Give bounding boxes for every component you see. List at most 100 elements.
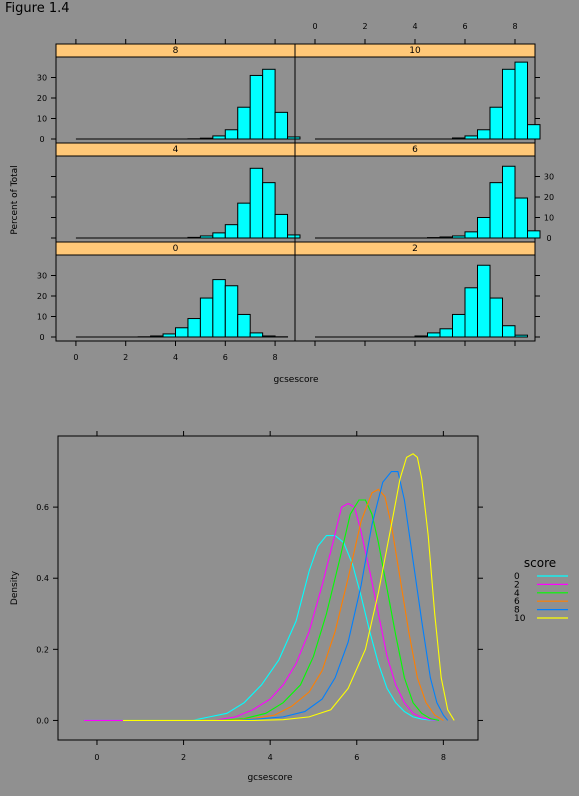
histogram-bar — [249, 332, 264, 338]
y-axis-tick-label: 30 — [544, 173, 554, 182]
legend-label: 2 — [514, 580, 520, 590]
panel-strip-label: 2 — [412, 244, 418, 254]
panel-strip-label: 4 — [173, 145, 179, 155]
histogram-bar — [502, 165, 516, 239]
density-curve-8 — [122, 471, 449, 721]
x-axis-tick-label: 2 — [181, 753, 186, 762]
panel-strip-label: 10 — [409, 46, 421, 56]
y-axis-tick-label: 20 — [37, 292, 47, 301]
histogram-bar — [237, 106, 251, 140]
y-axis-tick-label: 0.4 — [36, 574, 49, 583]
histogram-bar — [287, 234, 301, 239]
density-curve-2 — [83, 502, 440, 721]
histogram-bar — [249, 167, 264, 239]
histogram-bar — [489, 106, 503, 140]
histogram-bar — [414, 335, 428, 338]
histogram-bar — [287, 136, 301, 140]
y-axis-label: Density — [10, 570, 20, 605]
histogram-bar — [249, 74, 264, 140]
x-axis-tick-label: 4 — [412, 22, 417, 31]
histogram-bar — [199, 297, 214, 338]
y-axis-tick-label: 0.6 — [36, 503, 49, 512]
histogram-bar — [452, 313, 466, 338]
x-axis-tick-label: 6 — [223, 353, 228, 362]
y-axis-tick-label: 30 — [37, 272, 47, 281]
x-axis-tick-label: 6 — [354, 753, 359, 762]
histogram-bar — [224, 285, 239, 338]
histogram-bar — [262, 182, 276, 239]
x-axis-tick-label: 2 — [362, 22, 367, 31]
y-axis-tick-label: 30 — [37, 74, 47, 83]
panel-strip-label: 8 — [173, 46, 179, 56]
histogram-bar — [527, 124, 541, 140]
y-axis-tick-label: 0 — [546, 234, 551, 243]
histogram-bar — [477, 264, 491, 338]
legend-label: 4 — [514, 589, 520, 599]
x-axis-tick-label: 4 — [173, 353, 178, 362]
y-axis-tick-label: 10 — [544, 214, 554, 223]
x-axis-tick-label: 8 — [512, 22, 517, 31]
histogram-bar — [274, 213, 289, 239]
legend-label: 8 — [514, 606, 520, 616]
histogram-bar — [502, 68, 516, 140]
histogram-bar — [452, 137, 466, 140]
figure-title: Figure 1.4 — [5, 1, 70, 16]
y-axis-tick-label: 0.0 — [36, 716, 49, 725]
density-curve-6 — [122, 488, 444, 721]
histogram-bar — [237, 202, 251, 239]
histogram-bar — [527, 230, 541, 239]
histogram-bar — [477, 129, 491, 140]
y-axis-tick-label: 10 — [37, 313, 47, 322]
histogram-bar — [274, 111, 289, 140]
legend-label: 0 — [514, 572, 520, 582]
x-axis-tick-label: 8 — [273, 353, 278, 362]
y-axis-tick-label: 10 — [37, 115, 47, 124]
x-axis-tick-label: 0 — [312, 22, 317, 31]
histogram-bar — [212, 135, 226, 140]
histogram-bar — [502, 325, 516, 338]
histogram-bar — [439, 236, 453, 239]
histogram-bar — [224, 129, 239, 140]
histogram-bar — [489, 182, 503, 239]
histogram-bar — [187, 318, 201, 338]
legend-label: 10 — [514, 614, 526, 624]
x-axis-tick-label: 0 — [94, 753, 99, 762]
panel-strip-label: 0 — [173, 244, 179, 254]
density-curve-10 — [122, 453, 455, 721]
histogram-bar — [514, 197, 528, 239]
density-curve-0 — [83, 535, 440, 721]
legend-title: score — [524, 556, 556, 570]
y-axis-tick-label: 0 — [39, 135, 44, 144]
histogram-bar — [212, 279, 226, 338]
legend-label: 6 — [514, 597, 520, 607]
histogram-bar — [439, 328, 453, 338]
histogram-bar — [224, 224, 239, 239]
histogram-bar — [162, 333, 176, 338]
x-axis-label: gcsescore — [273, 375, 319, 385]
y-axis-tick-label: 0 — [39, 333, 44, 342]
histogram-bar — [427, 332, 441, 338]
histogram-bar — [187, 236, 201, 239]
y-axis-tick-label: 20 — [37, 94, 47, 103]
x-axis-tick-label: 2 — [123, 353, 128, 362]
histogram-bar — [452, 235, 466, 239]
panel-strip-label: 6 — [412, 145, 418, 155]
histogram-bar — [262, 335, 276, 338]
histogram-bar — [150, 335, 164, 338]
y-axis-tick-label: 0.2 — [36, 645, 49, 654]
histogram-bar — [464, 287, 478, 338]
x-axis-tick-label: 8 — [441, 753, 446, 762]
histogram-bar — [237, 313, 251, 338]
density-curve-4 — [122, 499, 440, 721]
histogram-bar — [199, 137, 214, 140]
histogram-bar — [514, 334, 528, 338]
histogram-bar — [212, 232, 226, 239]
y-axis-label: Percent of Total — [10, 165, 20, 234]
x-axis-tick-label: 0 — [73, 353, 78, 362]
histogram-bar — [464, 135, 478, 140]
histogram-bar — [199, 235, 214, 239]
x-axis-tick-label: 6 — [462, 22, 467, 31]
x-axis-label: gcsescore — [247, 773, 293, 783]
histogram-bar — [464, 231, 478, 239]
